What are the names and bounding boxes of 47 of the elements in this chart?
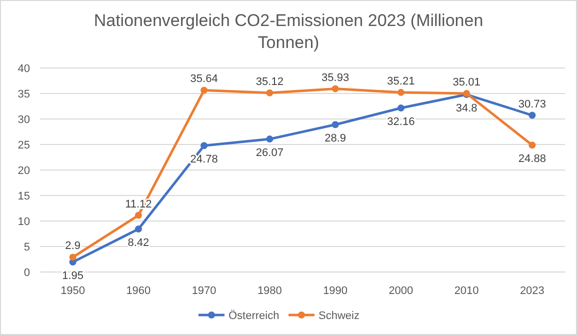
data-label: 28.9 <box>324 132 346 145</box>
x-tick-label: 2000 <box>388 285 414 297</box>
data-label: 8.42 <box>128 237 150 250</box>
data-label: 35.21 <box>387 75 415 88</box>
data-label: 35.64 <box>190 73 218 86</box>
point <box>69 254 76 261</box>
y-tick-label: 0 <box>24 267 30 279</box>
data-label: 1.95 <box>62 270 84 282</box>
y-tick-label: 25 <box>18 140 30 152</box>
data-label: 26.07 <box>256 147 284 160</box>
x-tick-label: 1960 <box>126 285 151 297</box>
y-tick-label: 15 <box>18 190 30 202</box>
point <box>528 142 536 149</box>
data-label: 35.01 <box>452 76 480 88</box>
data-label: 24.88 <box>518 153 546 166</box>
point <box>266 136 274 143</box>
y-tick-label: 5 <box>24 242 30 254</box>
y-tick-label: 30 <box>18 114 30 126</box>
data-label: 30.73 <box>518 98 546 110</box>
point <box>528 112 536 119</box>
point <box>200 142 208 150</box>
x-tick-label: 2010 <box>454 285 479 297</box>
legend-label: Schweiz <box>318 310 360 322</box>
point <box>332 85 339 92</box>
data-label: 32.16 <box>387 116 415 128</box>
y-tick-label: 10 <box>18 216 30 228</box>
x-tick-label: 1990 <box>323 285 348 297</box>
point <box>134 212 142 219</box>
y-tick-label: 35 <box>18 88 30 100</box>
y-tick-label: 20 <box>18 165 30 177</box>
data-label: 2.9 <box>65 240 80 252</box>
x-tick-label: 2023 <box>520 285 544 297</box>
point <box>332 121 339 128</box>
chart-title: Nationenvergleich CO2-Emissionen 2023 (Millionen Tonnen) <box>94 11 484 52</box>
point <box>397 104 404 112</box>
point <box>134 226 142 233</box>
data-label: 34.8 <box>456 102 478 115</box>
x-tick-label: 1950 <box>60 285 86 297</box>
data-label: 35.12 <box>256 76 284 88</box>
data-label: 35.93 <box>322 72 350 84</box>
point <box>397 88 404 96</box>
x-tick-label: 1980 <box>257 285 282 297</box>
point <box>266 89 274 96</box>
x-tick-label: 1970 <box>192 285 216 297</box>
point <box>200 86 208 94</box>
legend-label: Österreich <box>228 309 280 322</box>
y-tick-label: 40 <box>18 63 30 75</box>
